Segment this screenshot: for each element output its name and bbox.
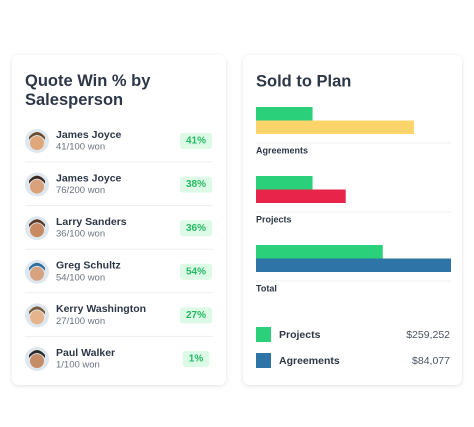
person-name: James Joyce — [56, 172, 122, 184]
avatar-face — [30, 179, 44, 194]
avatar-hair — [29, 306, 45, 315]
legend-label: Projects — [279, 329, 321, 341]
person-record: 1/100 won — [56, 360, 100, 371]
avatar-face — [30, 266, 44, 281]
plan-card — [243, 55, 462, 385]
win-badge-text: 1% — [189, 354, 204, 365]
bar — [256, 245, 383, 259]
avatar-face — [30, 136, 44, 150]
win-badge-text: 36% — [186, 223, 206, 234]
card-title: Quote Win % by Salesperson — [25, 72, 151, 109]
avatar-face — [30, 223, 44, 238]
person-record: 36/100 won — [56, 229, 105, 240]
win-badge — [179, 133, 213, 149]
win-badge — [179, 307, 213, 324]
avatar-hair — [29, 262, 45, 271]
category-label: Agreements — [256, 145, 308, 155]
person-record: 76/200 won — [56, 185, 105, 196]
win-badge-text: 27% — [186, 310, 206, 321]
person-name: Kerry Washington — [56, 303, 146, 315]
bar — [256, 189, 346, 203]
person-name: James Joyce — [56, 129, 122, 141]
bar — [256, 107, 313, 121]
win-badge — [179, 176, 213, 193]
category-label: Projects — [256, 214, 292, 224]
legend-label: Agreements — [279, 355, 340, 367]
win-badge — [182, 351, 210, 367]
avatar-hair — [29, 350, 45, 358]
person-record: 41/100 won — [56, 142, 105, 153]
quote-card — [12, 55, 226, 385]
person-name: Paul Walker — [56, 347, 115, 359]
avatar-face — [30, 354, 44, 368]
person-record: 54/100 won — [56, 272, 105, 283]
win-badge-text: 54% — [186, 266, 206, 277]
win-badge — [179, 220, 213, 237]
win-badge-text: 41% — [186, 136, 206, 147]
legend-amount: $259,252 — [406, 329, 450, 341]
category-label: Total — [256, 283, 277, 293]
avatar-hair — [29, 175, 45, 184]
legend-swatch — [256, 353, 271, 368]
person-name: Greg Schultz — [56, 260, 121, 272]
bar — [256, 120, 414, 134]
avatar-hair — [29, 132, 45, 140]
bar — [256, 258, 451, 272]
legend-amount: $84,077 — [412, 355, 450, 367]
legend-swatch — [256, 327, 271, 342]
avatar-face — [30, 310, 44, 325]
person-name: Larry Sanders — [56, 216, 127, 228]
avatar-hair — [29, 219, 45, 228]
bar — [256, 176, 313, 190]
win-badge-text: 38% — [186, 179, 206, 190]
win-badge — [179, 263, 213, 280]
card-title: Sold to Plan — [256, 72, 351, 90]
person-record: 27/100 won — [56, 316, 105, 327]
